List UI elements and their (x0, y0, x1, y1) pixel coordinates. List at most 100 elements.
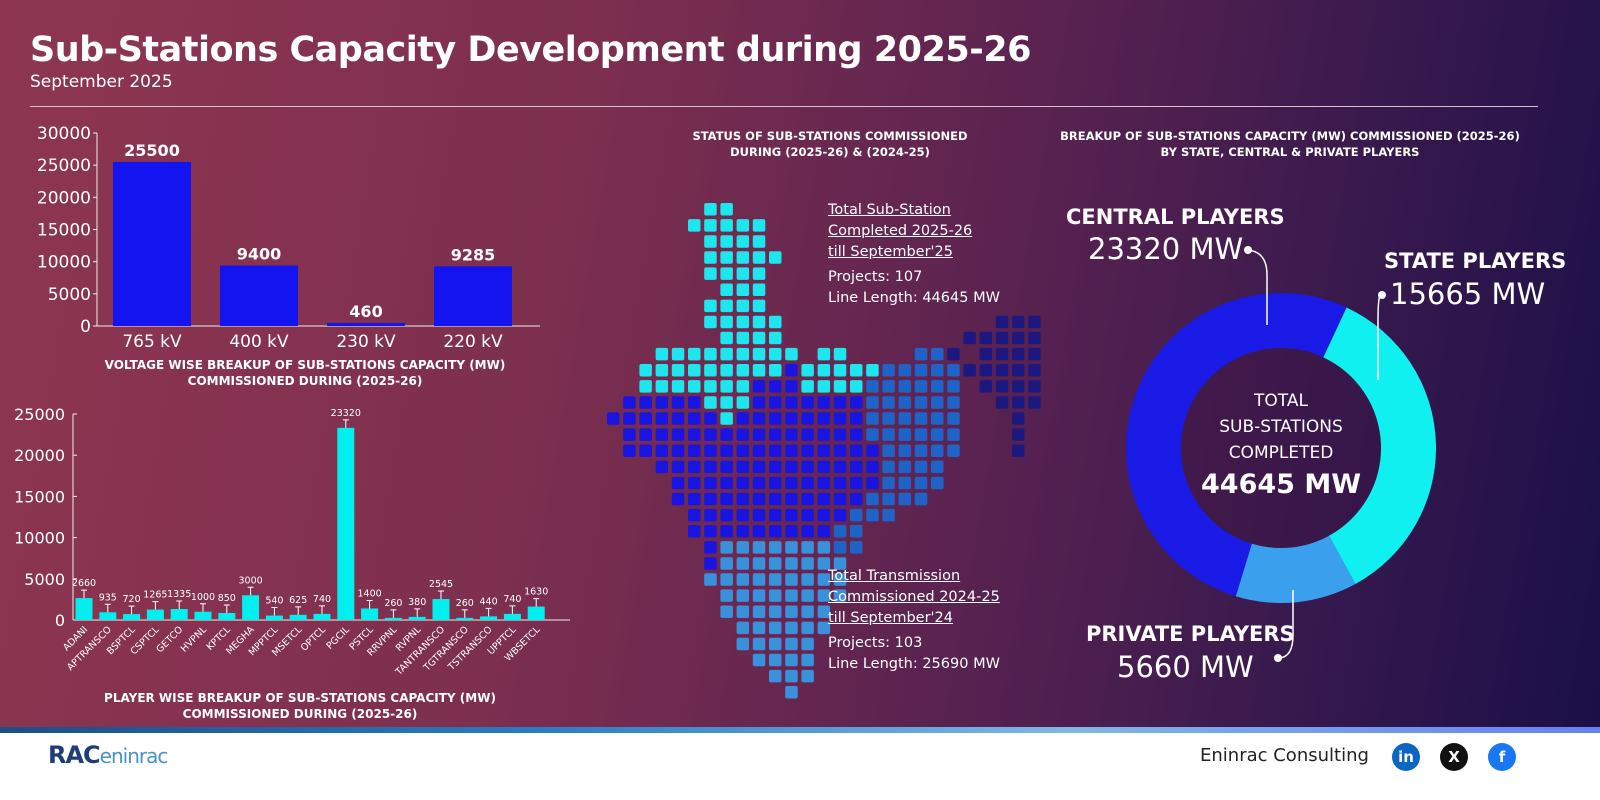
map-tile (671, 364, 685, 377)
map-tile (769, 315, 782, 329)
map-tile (801, 412, 814, 425)
map-tile (833, 428, 847, 441)
map-tile (639, 444, 652, 457)
data-label: 740 (313, 594, 331, 605)
previous-year-summary: Total Transmission Commissioned 2024-25 … (828, 566, 1000, 675)
map-tile (898, 428, 912, 441)
map-tile (736, 637, 750, 651)
data-label: 1000 (191, 592, 215, 603)
map-tile (704, 444, 717, 457)
map-tile (882, 492, 895, 506)
map-tile (931, 396, 944, 409)
map-tile (752, 476, 766, 490)
map-tile (752, 347, 766, 361)
page-subtitle: September 2025 (30, 72, 173, 92)
map-tile (704, 492, 717, 506)
map-tile (655, 396, 669, 409)
map-tile (850, 444, 863, 457)
map-tile (931, 364, 944, 377)
map-tile (720, 525, 733, 538)
map-tile (1012, 331, 1025, 345)
map-tile (639, 364, 652, 377)
bar-ADANI (75, 598, 93, 620)
company-logo[interactable]: RACeninrac (48, 741, 168, 769)
map-tile (785, 492, 798, 506)
map-tile (720, 541, 733, 554)
map-tile (736, 315, 750, 329)
private-value: 5660 MW (1117, 650, 1254, 684)
map-tile (736, 396, 750, 409)
previous-length: Line Length: 25690 MW (828, 656, 1000, 672)
map-tile (801, 621, 814, 635)
map-tile (1012, 380, 1025, 393)
map-tile (931, 428, 944, 441)
bar-CSPTCL (146, 609, 164, 620)
map-tile (752, 315, 766, 329)
map-tile (898, 412, 912, 425)
x-tick-label: GETCO (154, 624, 185, 655)
state-value: 15665 MW (1390, 277, 1546, 311)
bar-GETCO (170, 608, 188, 620)
map-tile (769, 637, 782, 651)
map-tile (671, 380, 685, 393)
facebook-icon[interactable]: f (1488, 743, 1516, 771)
data-label: 25500 (124, 141, 180, 160)
map-tile (882, 428, 895, 441)
central-leader-dot (1244, 246, 1252, 254)
map-tile (752, 653, 766, 667)
bar-OPTCL (313, 613, 331, 620)
map-tile (801, 653, 814, 667)
bar-220kV (434, 266, 512, 326)
map-title-line2: DURING (2025-26) & (2024-25) (730, 145, 930, 159)
map-tile (769, 347, 782, 361)
y-tick-label: 25000 (14, 405, 65, 424)
map-tile (752, 219, 766, 232)
map-tile (671, 444, 685, 457)
linkedin-icon[interactable]: in (1392, 743, 1420, 771)
map-tile (736, 364, 750, 377)
map-tile (720, 396, 733, 409)
map-tile (688, 396, 701, 409)
map-tile (720, 235, 733, 248)
map-tile (639, 380, 652, 393)
map-tile (898, 444, 912, 457)
map-tile (833, 508, 847, 522)
map-tile (736, 299, 750, 313)
map-tile (623, 412, 636, 425)
map-tile (817, 347, 831, 361)
y-tick-label: 0 (80, 317, 91, 337)
map-tile (1028, 347, 1041, 361)
map-tile (736, 444, 750, 457)
map-tile (736, 235, 750, 248)
voltage-bar-chart: 30000 25000 20000 15000 10000 5000 0 25500 765 k… (37, 124, 540, 352)
map-tile (671, 428, 685, 441)
map-tile (947, 428, 960, 441)
x-tick-label: 220 kV (443, 332, 503, 352)
map-tile (850, 541, 863, 554)
map-tile (704, 203, 717, 216)
map-tile (833, 557, 847, 570)
map-tile (752, 380, 766, 393)
donut-center: TOTAL SUB-STATIONS COMPLETED 44645 MW (1181, 388, 1381, 504)
map-tile (769, 251, 782, 264)
map-tile (1012, 347, 1025, 361)
y-tick-label: 10000 (14, 529, 65, 548)
map-tile (947, 412, 960, 425)
map-tile (866, 412, 879, 425)
map-tile (947, 364, 960, 377)
map-tile (866, 364, 879, 377)
map-tile (736, 283, 750, 296)
map-tile (736, 508, 750, 522)
x-icon[interactable]: X (1440, 743, 1468, 771)
map-tile (736, 380, 750, 393)
map-tile (833, 525, 847, 538)
previous-heading-1: Total Transmission (828, 568, 961, 584)
map-tile (914, 396, 928, 409)
map-tile (785, 412, 798, 425)
data-label: 440 (480, 596, 498, 607)
map-tile (623, 428, 636, 441)
map-tile (850, 525, 863, 538)
map-tile (963, 331, 976, 345)
map-tile (623, 444, 636, 457)
error-bar (319, 605, 325, 614)
